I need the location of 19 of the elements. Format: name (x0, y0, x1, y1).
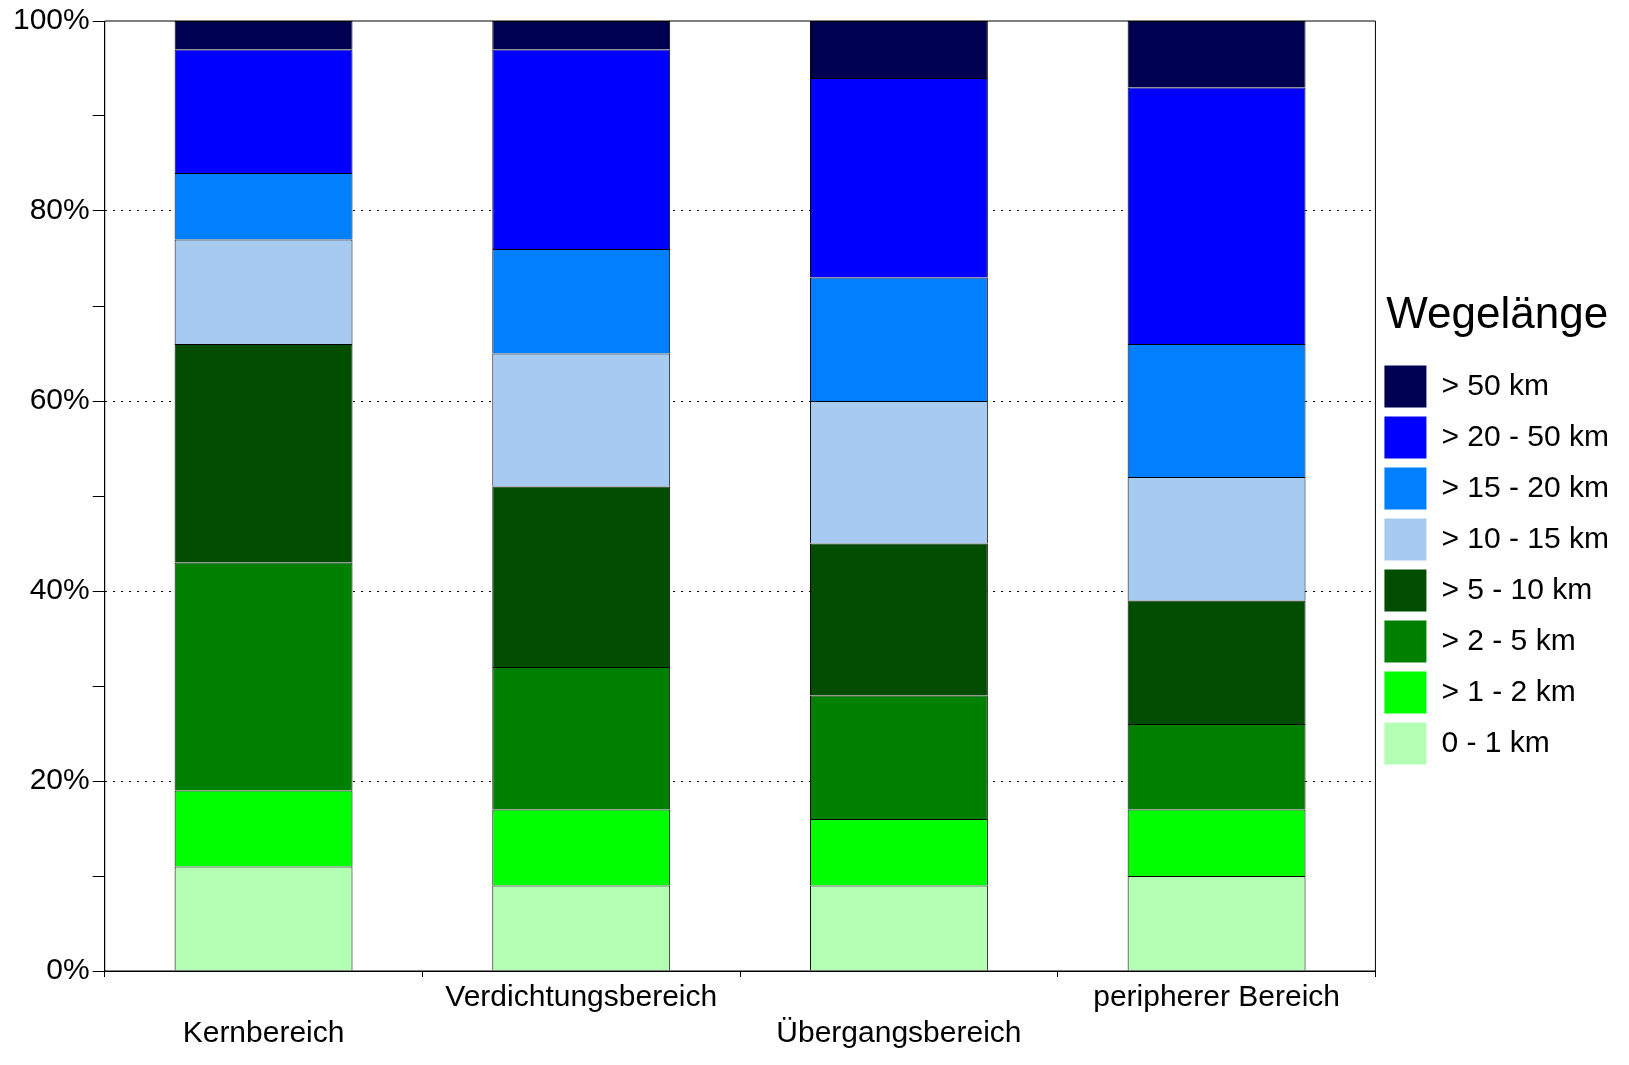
y-tick-label: 40% (29, 572, 90, 606)
y-tick-label: 60% (29, 382, 90, 416)
legend-label: > 50 km (1441, 367, 1549, 401)
legend-label: > 15 - 20 km (1441, 469, 1609, 503)
legend-label: > 1 - 2 km (1441, 673, 1576, 707)
x-tick-label: peripherer Bereich (1093, 979, 1340, 1013)
y-tick-label: 0% (46, 952, 90, 986)
y-tick-label: 80% (29, 192, 90, 226)
legend-label: > 2 - 5 km (1441, 622, 1576, 656)
legend-label: > 5 - 10 km (1441, 571, 1593, 605)
x-tick-label: Verdichtungsbereich (445, 979, 718, 1013)
y-tick-label: 100% (12, 2, 90, 36)
legend-label: > 10 - 15 km (1441, 520, 1609, 554)
y-tick-label: 20% (29, 762, 90, 796)
legend-label: 0 - 1 km (1441, 724, 1550, 758)
x-tick-label: Übergangsbereich (776, 1015, 1022, 1049)
legend-label: > 20 - 50 km (1441, 418, 1609, 452)
x-tick-label: Kernbereich (182, 1015, 345, 1049)
legend-title: Wegelänge (1386, 287, 1609, 337)
